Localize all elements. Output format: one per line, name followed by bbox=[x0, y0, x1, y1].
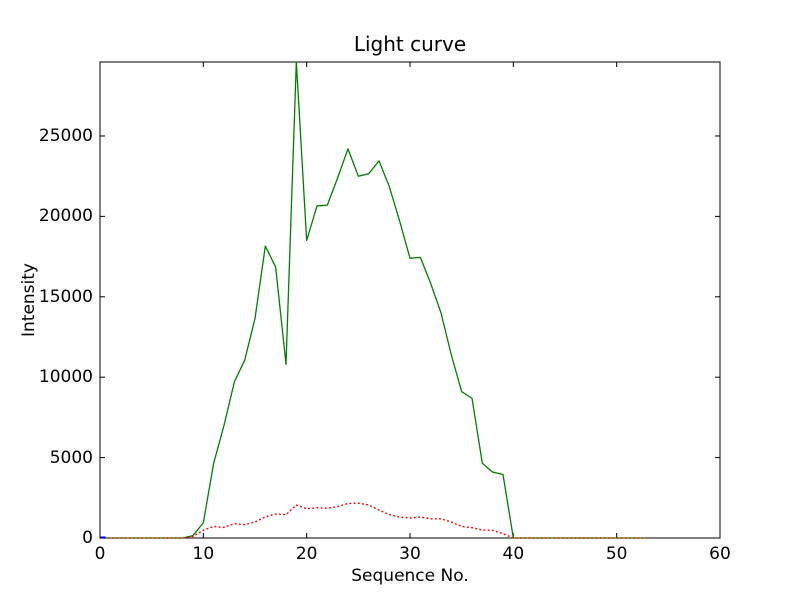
chart-title: Light curve bbox=[353, 32, 467, 56]
plot-frame bbox=[99, 61, 721, 539]
y-tick-label: 5000 bbox=[49, 447, 93, 468]
x-tick-label: 10 bbox=[192, 544, 215, 564]
red-dotted-line bbox=[99, 502, 649, 539]
tick-marks bbox=[99, 62, 721, 539]
x-tick-label: 0 bbox=[94, 544, 106, 564]
x-axis-label: Sequence No. bbox=[351, 566, 469, 586]
y-tick-label: 20000 bbox=[38, 206, 93, 227]
y-tick-label: 0 bbox=[82, 528, 93, 548]
x-tick-label: 20 bbox=[295, 544, 318, 564]
green-solid-line bbox=[100, 61, 648, 539]
x-tick-label: 30 bbox=[399, 544, 421, 564]
y-tick-label: 15000 bbox=[38, 286, 93, 307]
x-tick-label: 40 bbox=[502, 544, 525, 564]
y-tick-label: 25000 bbox=[38, 125, 93, 146]
series-lines bbox=[99, 61, 649, 539]
x-tick-label: 60 bbox=[709, 544, 731, 564]
axes-frame bbox=[99, 61, 721, 539]
x-tick-label: 50 bbox=[605, 544, 628, 564]
y-tick-label: 10000 bbox=[38, 367, 93, 388]
